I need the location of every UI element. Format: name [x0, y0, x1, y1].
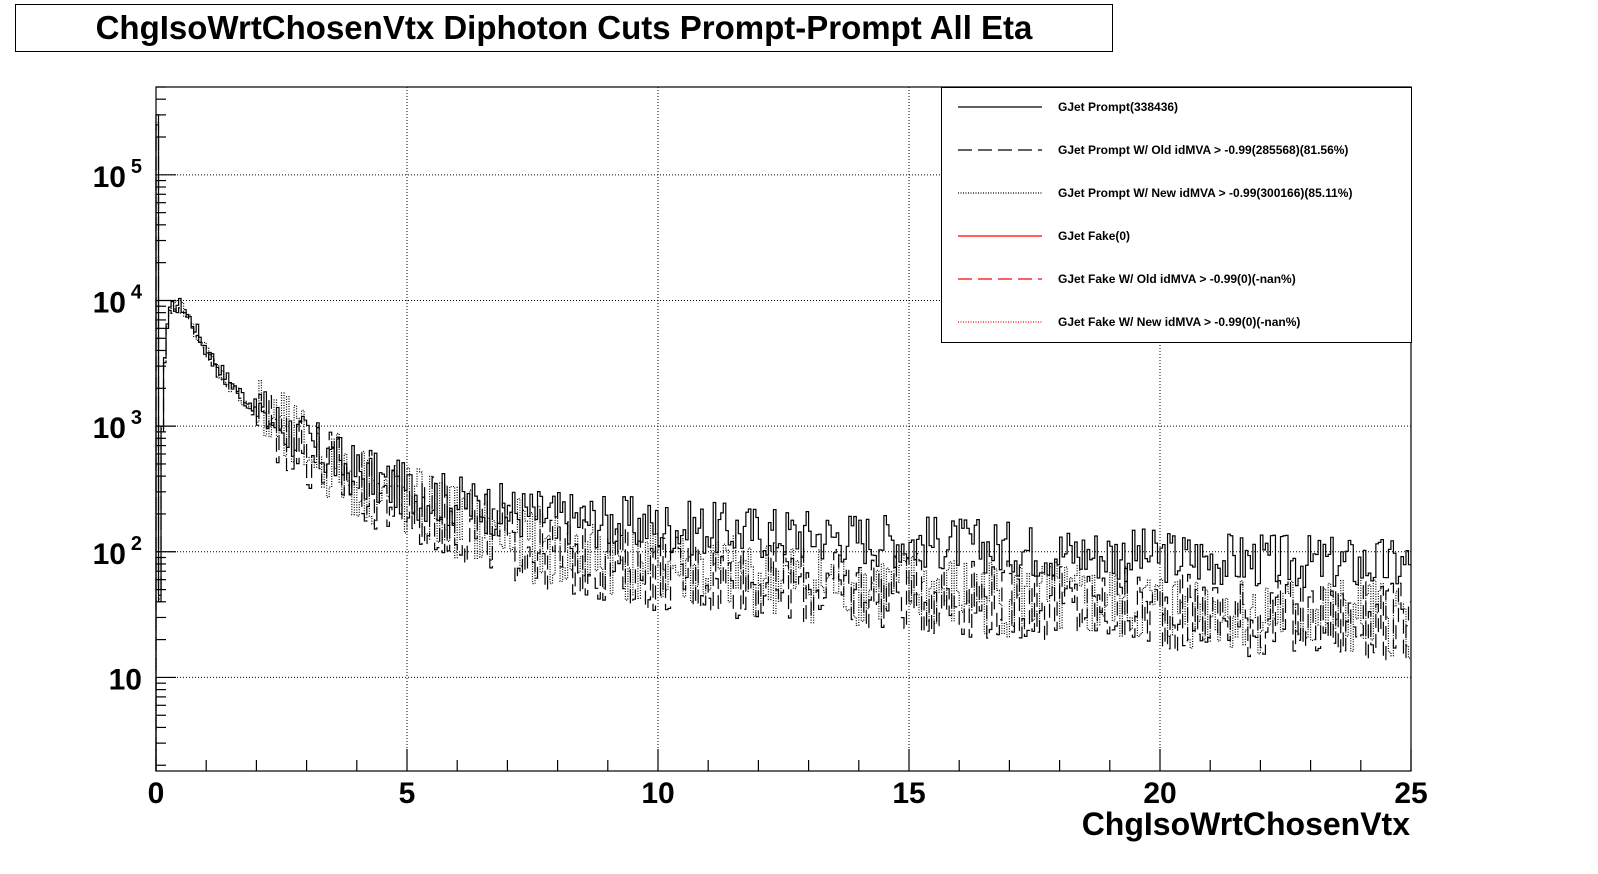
legend-swatch — [958, 149, 1042, 151]
legend-label: GJet Fake(0) — [1058, 229, 1131, 243]
y-tick-label: 10 — [93, 161, 126, 194]
x-tick-label: 5 — [399, 777, 416, 810]
series-line-2 — [155, 124, 1411, 771]
y-tick-exponent: 2 — [131, 533, 142, 555]
legend-label: GJet Prompt W/ New idMVA > -0.99(300166)… — [1058, 186, 1353, 200]
legend-item: GJet Fake(0) — [942, 226, 1411, 246]
chart-title-box: ChgIsoWrtChosenVtx Diphoton Cuts Prompt-… — [15, 4, 1113, 52]
legend-label: GJet Prompt W/ Old idMVA > -0.99(285568)… — [1058, 143, 1349, 157]
y-tick-exponent: 5 — [131, 156, 142, 178]
y-tick-label: 10 — [93, 286, 126, 319]
legend-item: GJet Fake W/ New idMVA > -0.99(0)(-nan%) — [942, 312, 1411, 332]
x-tick-label: 15 — [892, 777, 925, 810]
legend-item: GJet Prompt W/ Old idMVA > -0.99(285568)… — [942, 140, 1411, 160]
y-tick-exponent: 4 — [131, 281, 143, 303]
x-tick-label: 25 — [1394, 777, 1427, 810]
series-line-1 — [155, 114, 1411, 771]
plot-frame — [155, 86, 1412, 772]
series-layer — [155, 114, 1411, 771]
legend-item: GJet Fake W/ Old idMVA > -0.99(0)(-nan%) — [942, 269, 1411, 289]
x-axis-label: ChgIsoWrtChosenVtx — [1081, 806, 1410, 842]
y-tick-label: 10 — [93, 538, 126, 571]
legend-item: GJet Prompt W/ New idMVA > -0.99(300166)… — [942, 183, 1411, 203]
x-tick-label: 0 — [148, 777, 165, 810]
legend-swatch — [958, 106, 1042, 108]
chart-title: ChgIsoWrtChosenVtx Diphoton Cuts Prompt-… — [95, 9, 1033, 46]
legend-swatch — [958, 321, 1042, 323]
chart-legend: GJet Prompt(338436) GJet Prompt W/ Old id… — [941, 87, 1412, 343]
legend-swatch — [958, 278, 1042, 280]
x-tick-label: 10 — [641, 777, 674, 810]
legend-swatch — [958, 235, 1042, 237]
y-tick-exponent: 3 — [131, 407, 142, 429]
legend-label: GJet Fake W/ Old idMVA > -0.99(0)(-nan%) — [1058, 272, 1296, 286]
legend-swatch — [958, 192, 1042, 194]
legend-item: GJet Prompt(338436) — [942, 97, 1411, 117]
legend-label: GJet Fake W/ New idMVA > -0.99(0)(-nan%) — [1058, 315, 1301, 329]
axes — [155, 86, 1412, 772]
legend-label: GJet Prompt(338436) — [1058, 100, 1179, 114]
x-tick-label: 20 — [1143, 777, 1176, 810]
y-tick-label: 10 — [109, 663, 142, 696]
y-tick-label: 10 — [93, 412, 126, 445]
series-line-3 — [155, 122, 1411, 771]
